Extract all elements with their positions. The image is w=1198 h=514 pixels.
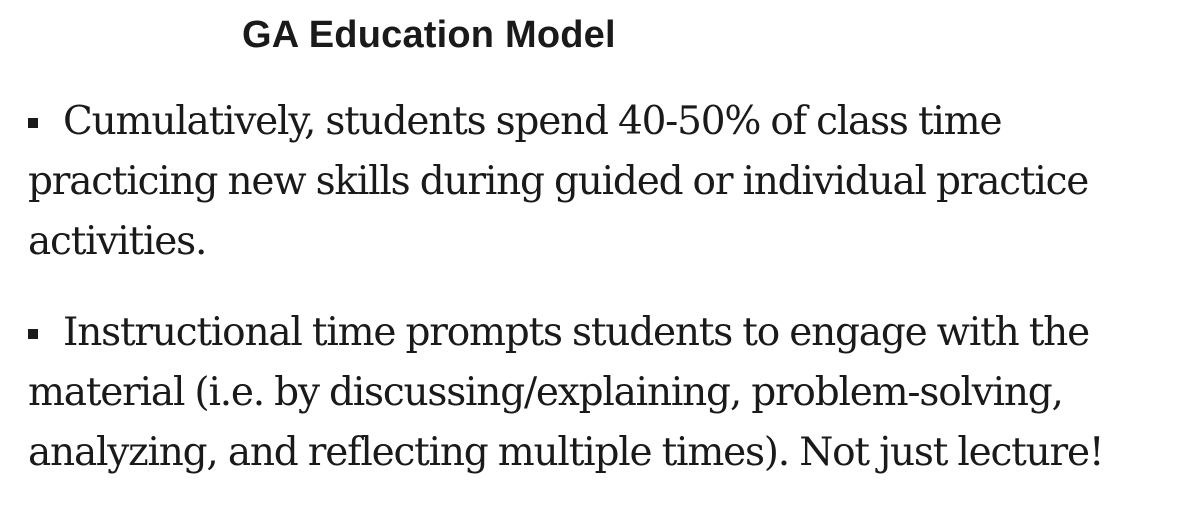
slide: GA Education Model Cumulatively, student…	[28, 14, 1105, 475]
square-bullet-icon	[28, 329, 38, 339]
slide-title: GA Education Model	[242, 14, 616, 56]
bullet-item-1: Cumulatively, students spend 40-50% of c…	[28, 92, 1188, 272]
square-bullet-icon	[28, 118, 38, 128]
bullet-text-1: Cumulatively, students spend 40-50% of c…	[28, 99, 1089, 264]
bullet-text-2: Instructional time prompts students to e…	[28, 310, 1105, 475]
bullet-list: Cumulatively, students spend 40-50% of c…	[28, 92, 1188, 514]
bullet-item-2: Instructional time prompts students to e…	[28, 303, 1188, 483]
